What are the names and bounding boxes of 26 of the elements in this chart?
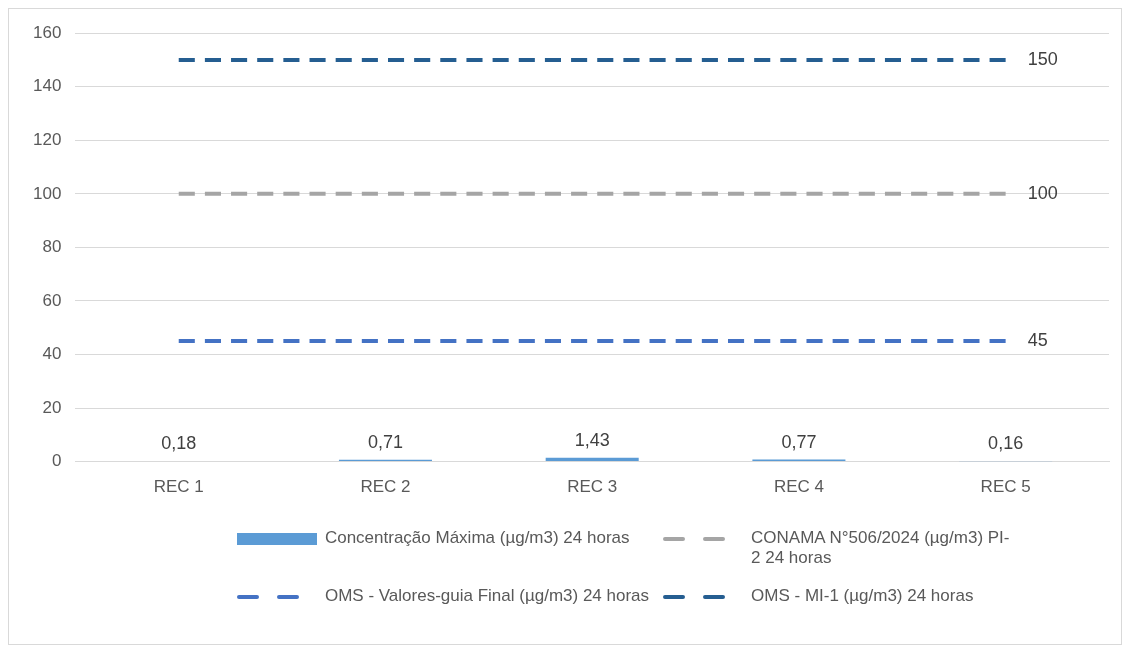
legend-label: OMS - Valores-guia Final (µg/m3) 24 horas (324, 586, 650, 606)
y-tick-label: 120 (32, 129, 62, 149)
data-label: 0,18 (161, 433, 197, 454)
x-tick-label: REC 4 (773, 477, 824, 497)
x-tick-label: REC 5 (980, 477, 1031, 497)
y-tick-label: 60 (42, 290, 62, 310)
data-label: 45 (1027, 330, 1048, 351)
data-label: 100 (1027, 182, 1058, 203)
data-label: 150 (1027, 48, 1058, 69)
y-tick-label: 160 (32, 22, 62, 42)
legend-label: CONAMA N°506/2024 (µg/m3) PI-2 24 horas (751, 528, 1011, 568)
x-tick-label: REC 2 (360, 477, 411, 497)
data-label: 0,16 (988, 433, 1024, 454)
x-tick-label: REC 3 (567, 477, 618, 497)
data-label: 0,77 (781, 431, 817, 452)
y-tick-label: 20 (42, 397, 62, 417)
data-label: 1,43 (574, 429, 610, 450)
legend-label: Concentração Máxima (µg/m3) 24 horas (324, 528, 630, 548)
y-tick-label: 40 (42, 344, 62, 364)
y-tick-label: 100 (32, 183, 62, 203)
y-tick-label: 0 (51, 451, 62, 471)
y-tick-label: 80 (42, 237, 62, 257)
legend-label: OMS - MI-1 (µg/m3) 24 horas (751, 586, 974, 606)
data-label: 0,71 (367, 431, 403, 452)
y-tick-label: 140 (32, 76, 62, 96)
x-tick-label: REC 1 (153, 477, 204, 497)
